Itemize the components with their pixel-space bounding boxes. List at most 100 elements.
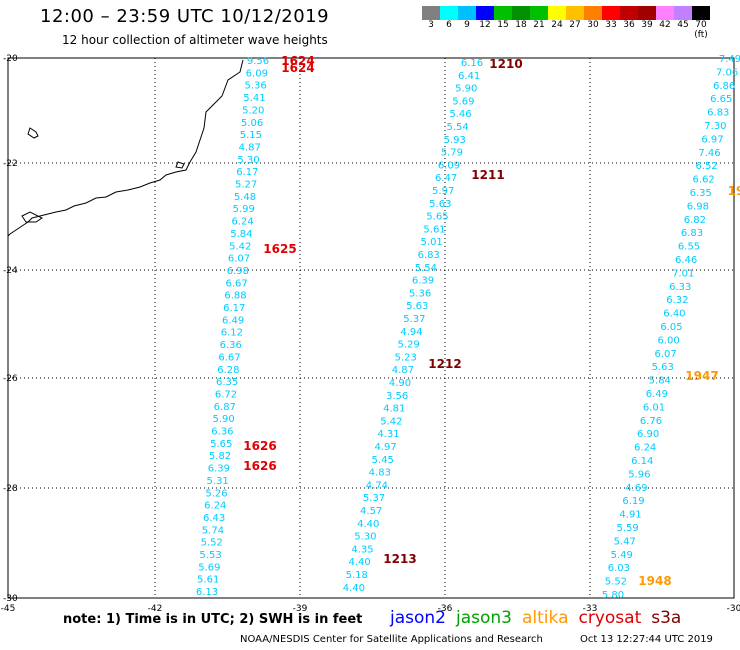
colorbar-swatch: [476, 6, 494, 20]
lat-tick-label: -20: [3, 54, 18, 64]
swh-value: 6.03: [608, 563, 630, 574]
swh-value: 6.86: [713, 81, 735, 92]
swh-value: 6.55: [678, 242, 700, 253]
swh-value: 5.20: [242, 105, 264, 116]
swh-value: 6.39: [412, 276, 434, 287]
swh-value: 6.67: [226, 278, 248, 289]
swh-value: 5.41: [243, 93, 265, 104]
pass-time-label: 1947: [685, 369, 718, 383]
swh-value: 6.32: [666, 295, 688, 306]
swh-value: 5.63: [429, 199, 451, 210]
colorbar-swatch: [422, 6, 440, 20]
swh-value: 5.15: [240, 130, 262, 141]
swh-value: 5.69: [198, 562, 220, 573]
lon-tick-label: -45: [1, 604, 16, 614]
swh-value: 6.83: [707, 108, 729, 119]
swh-value: 5.59: [616, 523, 638, 534]
legend-item-altika: altika: [522, 608, 569, 628]
swh-value: 5.74: [202, 525, 224, 536]
colorbar-label: 9: [464, 20, 470, 30]
swh-value: 5.06: [241, 118, 263, 129]
swh-value: 5.42: [380, 416, 402, 427]
swh-value: 6.39: [208, 464, 230, 475]
swh-value: 6.76: [640, 416, 662, 427]
swh-value: 6.97: [701, 134, 723, 145]
swh-value: 5.36: [409, 288, 431, 299]
map-frame: [7, 57, 735, 599]
swh-value: 5.47: [614, 536, 636, 547]
colorbar-label: 33: [605, 20, 617, 30]
swh-value: 4.40: [349, 557, 371, 568]
swh-value: 7.06: [716, 67, 738, 78]
swh-value: 5.30: [237, 155, 259, 166]
swh-value: 6.05: [660, 322, 682, 333]
swh-value: 5.36: [244, 81, 266, 92]
page-subtitle: 12 hour collection of altimeter wave hei…: [62, 33, 328, 47]
swh-value: 4.94: [400, 327, 422, 338]
colorbar-label: 45: [677, 20, 689, 30]
colorbar-label: 24: [551, 20, 563, 30]
swh-value: 6.17: [223, 303, 245, 314]
pass-time-label: 1211: [471, 168, 504, 182]
colorbar-swatch: [566, 6, 584, 20]
swh-value: 6.43: [203, 513, 225, 524]
generated-timestamp: Oct 13 12:27:44 UTC 2019: [580, 634, 713, 645]
swh-value: 4.74: [366, 480, 388, 491]
swh-value: 4.57: [360, 506, 382, 517]
legend-item-cryosat: cryosat: [578, 608, 642, 628]
pass-time-label: 1624: [281, 54, 314, 68]
swh-value: 5.90: [455, 84, 477, 95]
swh-value: 5.45: [372, 455, 394, 466]
swh-value: 5.96: [628, 469, 650, 480]
swh-value: 5.23: [395, 352, 417, 363]
swh-value: 4.87: [392, 365, 414, 376]
swh-value: 4.91: [619, 510, 641, 521]
swh-value: 7.49: [719, 54, 740, 65]
swh-value: 5.80: [602, 590, 624, 601]
swh-value: 5.18: [346, 570, 368, 581]
colorbar-swatch: [692, 6, 710, 20]
swh-value: 6.24: [204, 501, 226, 512]
colorbar-label: 42: [659, 20, 671, 30]
colorbar-label: 12: [479, 20, 491, 30]
swh-value: 4.40: [343, 583, 365, 594]
swh-value: 7.30: [704, 121, 726, 132]
colorbar-label: 21: [533, 20, 545, 30]
swh-value: 4.69: [625, 483, 647, 494]
legend-item-s3a: s3a: [651, 608, 682, 628]
colorbar-label: 36: [623, 20, 635, 30]
swh-value: 6.98: [227, 266, 249, 277]
swh-value: 6.19: [622, 496, 644, 507]
pass-time-label: 19: [728, 184, 740, 198]
swh-value: 6.35: [690, 188, 712, 199]
pass-time-label: 1210: [489, 57, 522, 71]
swh-value: 6.35: [216, 377, 238, 388]
colorbar-label: 15: [497, 20, 509, 30]
colorbar-swatch: [656, 6, 674, 20]
pass-time-label: 1213: [383, 552, 416, 566]
swh-value: 6.07: [228, 254, 250, 265]
swh-value: 5.48: [234, 192, 256, 203]
swh-value: 6.72: [215, 389, 237, 400]
swh-value: 6.98: [687, 201, 709, 212]
coastline: [7, 59, 244, 237]
swh-value: 5.29: [397, 340, 419, 351]
swh-value: 5.37: [363, 493, 385, 504]
swh-value: 5.61: [197, 575, 219, 586]
swh-value: 5.01: [421, 237, 443, 248]
colorbar-label: 3: [428, 20, 434, 30]
swh-value: 5.37: [403, 314, 425, 325]
swh-value: 7.01: [672, 268, 694, 279]
swh-value: 6.28: [217, 365, 239, 376]
swh-value: 6.12: [221, 328, 243, 339]
island-outline: [175, 161, 185, 169]
swh-value: 4.90: [389, 378, 411, 389]
swh-value: 5.54: [446, 122, 468, 133]
colorbar-swatch: [530, 6, 548, 20]
swh-value: 6.14: [631, 456, 653, 467]
swh-value: 5.84: [649, 376, 671, 387]
lat-tick-label: -30: [3, 594, 18, 604]
swh-value: 5.53: [199, 550, 221, 561]
colorbar-swatch: [548, 6, 566, 20]
swh-value: 5.54: [415, 263, 437, 274]
